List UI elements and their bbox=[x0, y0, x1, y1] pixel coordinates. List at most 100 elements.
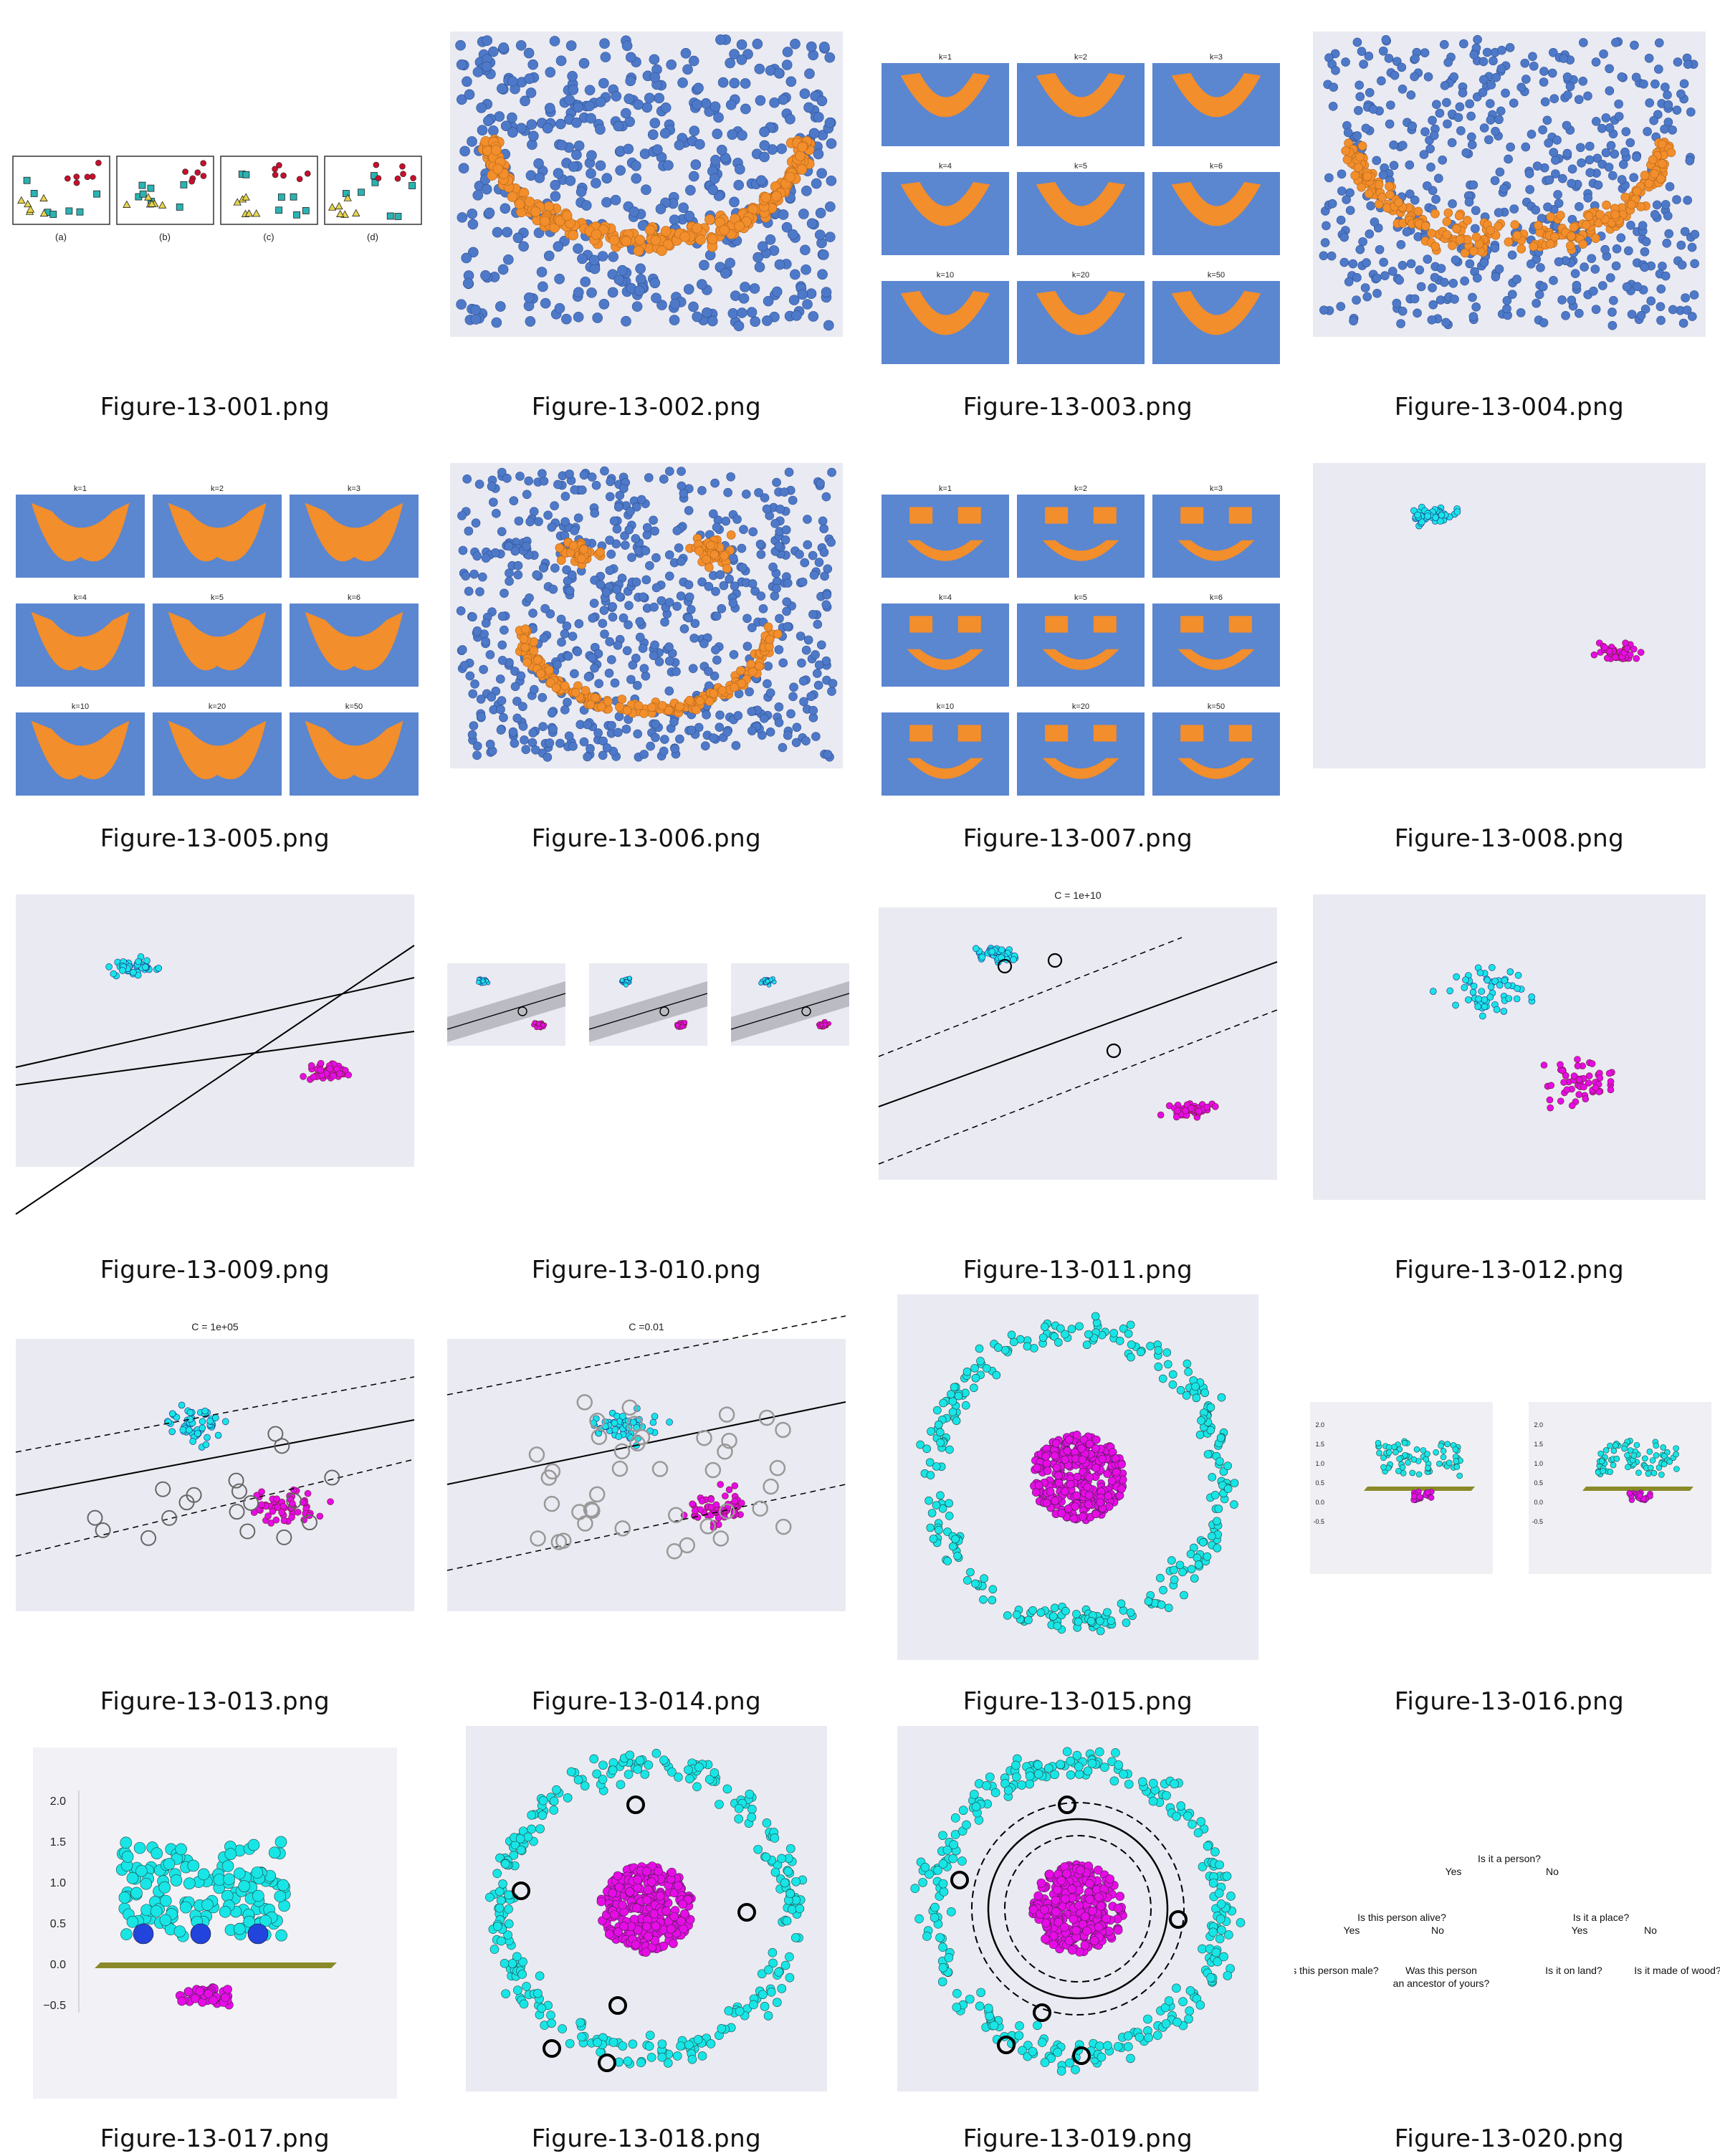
file-name-label[interactable]: Figure-13-002.png bbox=[431, 393, 861, 421]
axis-tick: 1.0 bbox=[1315, 1460, 1324, 1467]
file-name-label[interactable]: Figure-13-017.png bbox=[0, 2124, 430, 2153]
file-tile[interactable]: Figure-13-009.png bbox=[0, 863, 430, 1293]
data-point bbox=[289, 1514, 295, 1520]
data-point bbox=[1481, 1003, 1488, 1010]
data-point bbox=[252, 1866, 263, 1878]
file-tile[interactable]: Figure-13-006.png bbox=[431, 431, 861, 862]
file-name-label[interactable]: Figure-13-004.png bbox=[1294, 393, 1720, 421]
data-point bbox=[538, 469, 546, 478]
svm-margin-thumbnail[interactable]: C = 1e+05 bbox=[0, 1294, 430, 1667]
data-point bbox=[1478, 988, 1485, 995]
panel-label: k=3 bbox=[1210, 485, 1223, 493]
ring-scatter-thumbnail[interactable] bbox=[863, 1294, 1293, 1667]
moon-scatter-thumbnail[interactable] bbox=[431, 0, 861, 373]
file-name-label[interactable]: Figure-13-007.png bbox=[863, 824, 1293, 853]
file-tile[interactable]: Figure-13-002.png bbox=[431, 0, 861, 430]
file-name-label[interactable]: Figure-13-016.png bbox=[1294, 1687, 1720, 1716]
file-tile[interactable]: (a)(b)(c)(d) Figure-13-001.png bbox=[0, 0, 430, 430]
data-point bbox=[823, 750, 832, 759]
noisy-moon-scatter-thumbnail[interactable] bbox=[1294, 0, 1720, 373]
file-tile[interactable]: Figure-13-008.png bbox=[1294, 431, 1720, 862]
overlap-scatter-thumbnail[interactable] bbox=[1294, 863, 1720, 1236]
file-tile[interactable]: C = 1e+05 Figure-13-013.png bbox=[0, 1294, 430, 1725]
data-point bbox=[815, 558, 823, 567]
file-name-label[interactable]: Figure-13-006.png bbox=[431, 824, 861, 853]
data-point bbox=[457, 606, 465, 615]
file-tile[interactable]: Figure-13-004.png bbox=[1294, 0, 1720, 430]
data-point bbox=[1103, 1608, 1111, 1616]
decision-region bbox=[909, 725, 932, 741]
data-point bbox=[689, 171, 699, 181]
data-point bbox=[602, 173, 612, 183]
file-name-label[interactable]: Figure-13-013.png bbox=[0, 1687, 430, 1716]
data-point bbox=[540, 634, 548, 642]
axis-tick: 0.5 bbox=[1534, 1479, 1543, 1487]
file-tile[interactable]: Figure-13-015.png bbox=[863, 1294, 1293, 1725]
file-name-label[interactable]: Figure-13-011.png bbox=[863, 1256, 1293, 1284]
data-point bbox=[224, 1985, 232, 1993]
data-point bbox=[1479, 57, 1488, 66]
file-name-label[interactable]: Figure-13-015.png bbox=[863, 1687, 1293, 1716]
data-point bbox=[1423, 1456, 1429, 1462]
data-point bbox=[215, 1432, 221, 1439]
data-point bbox=[144, 958, 150, 964]
data-point bbox=[1443, 230, 1451, 239]
data-point bbox=[222, 1418, 229, 1425]
smiley-scatter-thumbnail[interactable] bbox=[431, 431, 861, 804]
panel-label: k=3 bbox=[348, 485, 360, 493]
two-cluster-scatter-thumbnail[interactable] bbox=[1294, 431, 1720, 804]
data-point bbox=[1180, 1591, 1188, 1599]
ring-support-vectors-thumbnail[interactable] bbox=[431, 1726, 861, 2099]
panel-label: k=50 bbox=[345, 702, 363, 711]
file-name-label[interactable]: Figure-13-003.png bbox=[863, 393, 1293, 421]
data-point bbox=[630, 1419, 636, 1426]
file-name-label[interactable]: Figure-13-008.png bbox=[1294, 824, 1720, 853]
file-tile[interactable]: C = 1e+10 Figure-13-011.png bbox=[863, 863, 1293, 1293]
file-name-label[interactable]: Figure-13-014.png bbox=[431, 1687, 861, 1716]
plot-background bbox=[1313, 463, 1706, 768]
data-point bbox=[555, 543, 564, 552]
data-point bbox=[640, 664, 649, 673]
data-point bbox=[1179, 1568, 1187, 1576]
data-point bbox=[221, 1993, 229, 2002]
file-name-label[interactable]: Figure-13-009.png bbox=[0, 1256, 430, 1284]
data-point bbox=[1658, 262, 1666, 270]
data-point bbox=[269, 1847, 280, 1859]
separating-lines-thumbnail[interactable] bbox=[0, 863, 430, 1236]
axis-tick: 1.0 bbox=[1534, 1460, 1543, 1467]
data-point bbox=[1208, 1532, 1215, 1540]
file-tile[interactable]: Figure-13-010.png bbox=[431, 863, 861, 1293]
data-point bbox=[469, 690, 477, 698]
file-name-label[interactable]: Figure-13-010.png bbox=[431, 1256, 861, 1284]
knn-panels-thumbnail[interactable]: (a)(b)(c)(d) bbox=[0, 0, 430, 373]
data-point bbox=[1443, 217, 1451, 226]
file-name-label[interactable]: Figure-13-012.png bbox=[1294, 1256, 1720, 1284]
file-tile[interactable]: C =0.01 Figure-13-014.png bbox=[431, 1294, 861, 1725]
margin-panels-thumbnail[interactable] bbox=[431, 863, 861, 1236]
data-point bbox=[1529, 62, 1538, 70]
file-name-label[interactable]: Figure-13-001.png bbox=[0, 393, 430, 421]
data-point bbox=[727, 130, 737, 140]
file-tile[interactable]: Figure-13-018.png bbox=[431, 1726, 861, 2156]
data-point bbox=[622, 41, 632, 51]
data-point bbox=[701, 742, 710, 750]
data-point bbox=[571, 150, 581, 160]
data-point bbox=[1434, 174, 1443, 183]
file-tile[interactable]: Figure-13-012.png bbox=[1294, 863, 1720, 1293]
file-name-label[interactable]: Figure-13-005.png bbox=[0, 824, 430, 853]
data-point bbox=[1640, 247, 1649, 256]
data-point bbox=[1510, 205, 1519, 214]
data-point bbox=[516, 472, 525, 480]
svm-margin-thumbnail[interactable]: C = 1e+10 bbox=[863, 863, 1293, 1236]
svm-margin-thumbnail[interactable]: C =0.01 bbox=[431, 1294, 861, 1667]
